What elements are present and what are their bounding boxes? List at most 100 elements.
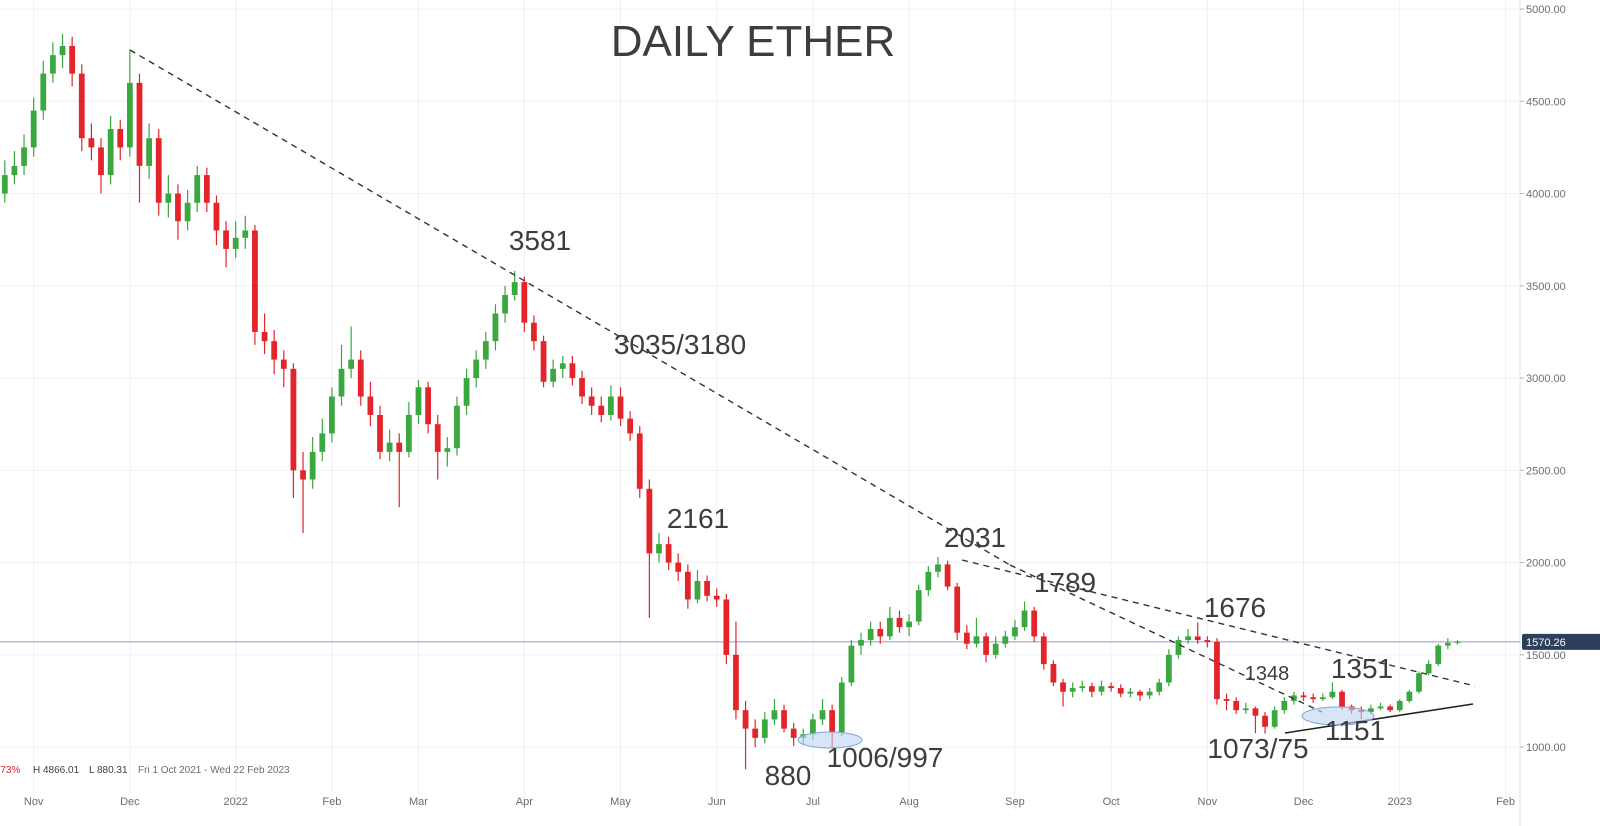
candle-body — [713, 595, 720, 600]
candle-body — [1416, 673, 1422, 692]
candle-body — [1050, 664, 1057, 683]
candle-body — [377, 414, 383, 452]
candle-body — [1377, 706, 1384, 709]
candle-body — [107, 128, 114, 176]
annotation: 1073/75 — [1207, 733, 1308, 764]
candle-body — [838, 682, 845, 733]
candle-body — [761, 719, 768, 738]
candle-body — [1079, 686, 1086, 689]
candle-body — [117, 128, 124, 148]
candle-body — [1060, 682, 1066, 692]
candle-body — [232, 237, 239, 249]
x-tick-label: Dec — [120, 796, 140, 808]
candle-body — [1031, 610, 1038, 637]
candle-body — [1127, 691, 1134, 694]
candle-body — [944, 564, 951, 587]
chart-title: DAILY ETHER — [611, 17, 895, 66]
candle-body — [598, 405, 605, 415]
x-tick-label: Apr — [516, 796, 533, 808]
candle-body — [886, 617, 893, 637]
annotation: 1789 — [1034, 567, 1096, 598]
x-tick-label: Jun — [708, 796, 726, 808]
footer-low: L 880.31 — [89, 765, 128, 776]
y-tick-label: 1500.00 — [1526, 650, 1566, 662]
candle-body — [280, 359, 287, 369]
annotation: 1348 — [1245, 663, 1290, 685]
candle-body — [1300, 695, 1307, 698]
candle-body — [386, 442, 393, 452]
candle-body — [733, 654, 739, 711]
candle-body — [656, 544, 662, 554]
candle-body — [261, 331, 268, 342]
trendline — [1009, 564, 1323, 713]
candle-body — [877, 628, 884, 637]
drawings — [129, 49, 1476, 749]
candle-body — [954, 586, 961, 633]
candle-body — [1425, 664, 1432, 674]
candle-body — [608, 396, 614, 415]
y-tick-label: 3000.00 — [1526, 373, 1566, 385]
candle-body — [559, 363, 566, 369]
candle-body — [126, 82, 133, 148]
candle-body — [69, 45, 76, 74]
candle-body — [1185, 636, 1191, 641]
candle-body — [963, 632, 970, 644]
x-tick-label: 2023 — [1388, 796, 1412, 808]
candle-body — [992, 643, 999, 655]
candle-body — [1165, 654, 1172, 683]
candle-body — [684, 571, 691, 600]
candle-body — [1012, 627, 1018, 637]
candle-body — [1310, 697, 1317, 700]
annotation: 1006/997 — [827, 742, 944, 773]
trendline — [129, 49, 1011, 566]
candle-body — [1271, 710, 1278, 727]
candle-body — [271, 341, 278, 360]
x-tick-label: Oct — [1103, 796, 1120, 808]
candle-body — [444, 448, 451, 452]
candle-body — [1387, 706, 1394, 711]
candle-body — [1108, 686, 1115, 689]
candle-body — [40, 73, 47, 111]
x-tick-label: Feb — [1496, 796, 1515, 808]
candle-body — [405, 414, 412, 452]
candle-body — [781, 710, 787, 729]
candle-body — [454, 405, 460, 449]
candle-body — [1146, 691, 1153, 696]
highlight-zone — [797, 731, 863, 749]
candle-body — [136, 82, 143, 166]
y-tick-label: 5000.00 — [1526, 4, 1566, 16]
candle-body — [1214, 641, 1220, 700]
candle-body — [252, 230, 258, 332]
candle-body — [848, 645, 855, 683]
candles — [1, 33, 1461, 770]
candle-body — [223, 230, 229, 249]
candle-body — [569, 363, 576, 379]
candle-body — [867, 628, 874, 641]
candle-body — [300, 470, 306, 480]
annotation: 880 — [765, 760, 812, 791]
y-tick-label: 3500.00 — [1526, 281, 1566, 293]
candle-body — [59, 45, 66, 56]
x-tick-label: Aug — [899, 796, 919, 808]
candle-body — [694, 581, 701, 600]
x-tick-label: May — [610, 796, 631, 808]
candle-body — [203, 175, 210, 203]
candle-body — [329, 396, 335, 434]
candle-body — [742, 710, 749, 729]
candle-body — [338, 368, 345, 397]
candle-body — [521, 282, 528, 323]
candle-body — [1406, 691, 1413, 701]
x-tick-label: Jul — [806, 796, 820, 808]
candle-body — [1281, 700, 1288, 711]
candle-body — [646, 488, 653, 554]
candle-body — [1156, 682, 1163, 692]
candle-body — [21, 147, 27, 166]
candle-body — [1319, 697, 1326, 700]
candle-body — [434, 424, 441, 452]
candle-body — [1204, 640, 1211, 642]
candle-body — [810, 719, 816, 735]
candle-body — [1223, 699, 1230, 701]
labels: DAILY ETHER 7.73% H 4866.01 L 880.31 Fri… — [0, 4, 1600, 808]
candle-body — [1396, 700, 1403, 711]
candle-body — [915, 590, 922, 622]
